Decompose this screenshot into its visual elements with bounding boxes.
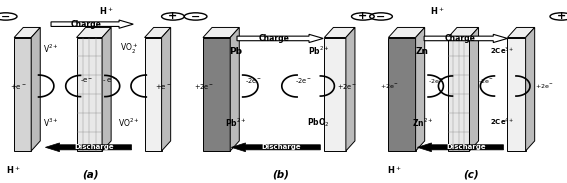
Text: −: − — [1, 12, 10, 21]
Text: -2e$^-$: -2e$^-$ — [479, 76, 494, 85]
Text: Discharge: Discharge — [262, 144, 301, 150]
Polygon shape — [448, 38, 469, 151]
Text: Zn$^{2+}$: Zn$^{2+}$ — [412, 116, 433, 129]
Text: H$^+$: H$^+$ — [99, 5, 114, 17]
Text: -2e$^-$: -2e$^-$ — [429, 76, 445, 85]
Text: (b): (b) — [272, 169, 289, 179]
Text: +2e$^-$: +2e$^-$ — [194, 81, 214, 91]
Text: Discharge: Discharge — [74, 144, 114, 150]
Text: +2e$^-$: +2e$^-$ — [337, 81, 357, 91]
Text: Charge: Charge — [445, 34, 476, 43]
Text: Pb: Pb — [229, 47, 242, 56]
Text: 2Ce$^{4+}$: 2Ce$^{4+}$ — [489, 117, 514, 128]
Text: H$^+$: H$^+$ — [430, 5, 445, 17]
Text: +: + — [168, 12, 177, 21]
Polygon shape — [77, 38, 102, 151]
Text: - e$^-$: - e$^-$ — [101, 76, 117, 85]
Polygon shape — [14, 27, 40, 38]
Polygon shape — [416, 27, 425, 151]
Text: VO$_2^+$: VO$_2^+$ — [120, 41, 138, 56]
Text: V$^{2+}$: V$^{2+}$ — [43, 42, 59, 55]
Text: +2e$^-$: +2e$^-$ — [535, 82, 554, 90]
Text: -2e$^-$: -2e$^-$ — [295, 76, 312, 85]
Polygon shape — [469, 27, 479, 151]
Text: -e$^-$: -e$^-$ — [80, 76, 94, 85]
Polygon shape — [230, 27, 239, 151]
Polygon shape — [102, 27, 111, 151]
Text: −: − — [191, 12, 200, 21]
Polygon shape — [324, 27, 355, 38]
Polygon shape — [346, 27, 355, 151]
Text: 2Ce$^{3+}$: 2Ce$^{3+}$ — [489, 46, 514, 57]
Polygon shape — [31, 27, 40, 151]
Text: Pb$^{2+}$: Pb$^{2+}$ — [225, 116, 246, 129]
Polygon shape — [507, 27, 535, 38]
Text: +e$^-$: +e$^-$ — [10, 81, 27, 91]
Text: −: − — [376, 12, 386, 21]
Text: Charge: Charge — [259, 34, 290, 43]
Polygon shape — [45, 143, 132, 152]
Text: (c): (c) — [463, 169, 479, 179]
Text: Discharge: Discharge — [446, 144, 486, 150]
Text: H$^+$: H$^+$ — [6, 164, 20, 176]
Text: Charge: Charge — [71, 20, 102, 29]
Text: Pb$^{2+}$: Pb$^{2+}$ — [308, 45, 329, 57]
Polygon shape — [417, 143, 503, 152]
Text: (a): (a) — [82, 169, 99, 179]
Text: VO$^{2+}$: VO$^{2+}$ — [119, 116, 140, 129]
Polygon shape — [526, 27, 535, 151]
Polygon shape — [162, 27, 171, 151]
Text: +: + — [557, 12, 566, 21]
Text: +2e$^-$: +2e$^-$ — [380, 82, 399, 90]
Text: +: + — [358, 12, 367, 21]
Polygon shape — [203, 27, 239, 38]
Polygon shape — [145, 27, 171, 38]
Polygon shape — [507, 38, 526, 151]
Polygon shape — [388, 27, 425, 38]
Polygon shape — [324, 38, 346, 151]
Polygon shape — [145, 38, 162, 151]
Polygon shape — [77, 27, 111, 38]
Polygon shape — [51, 20, 133, 28]
Polygon shape — [388, 38, 416, 151]
Text: PbO$_2$: PbO$_2$ — [307, 116, 330, 129]
Polygon shape — [203, 38, 230, 151]
Polygon shape — [237, 34, 323, 42]
Text: Zn: Zn — [416, 47, 429, 56]
Polygon shape — [448, 27, 479, 38]
Polygon shape — [14, 38, 31, 151]
Polygon shape — [231, 143, 320, 152]
Polygon shape — [424, 34, 507, 42]
Text: V$^{3+}$: V$^{3+}$ — [43, 116, 59, 129]
Text: H$^+$: H$^+$ — [387, 164, 401, 176]
Text: -2e$^-$: -2e$^-$ — [245, 76, 262, 85]
Text: +e$^-$: +e$^-$ — [155, 81, 172, 91]
